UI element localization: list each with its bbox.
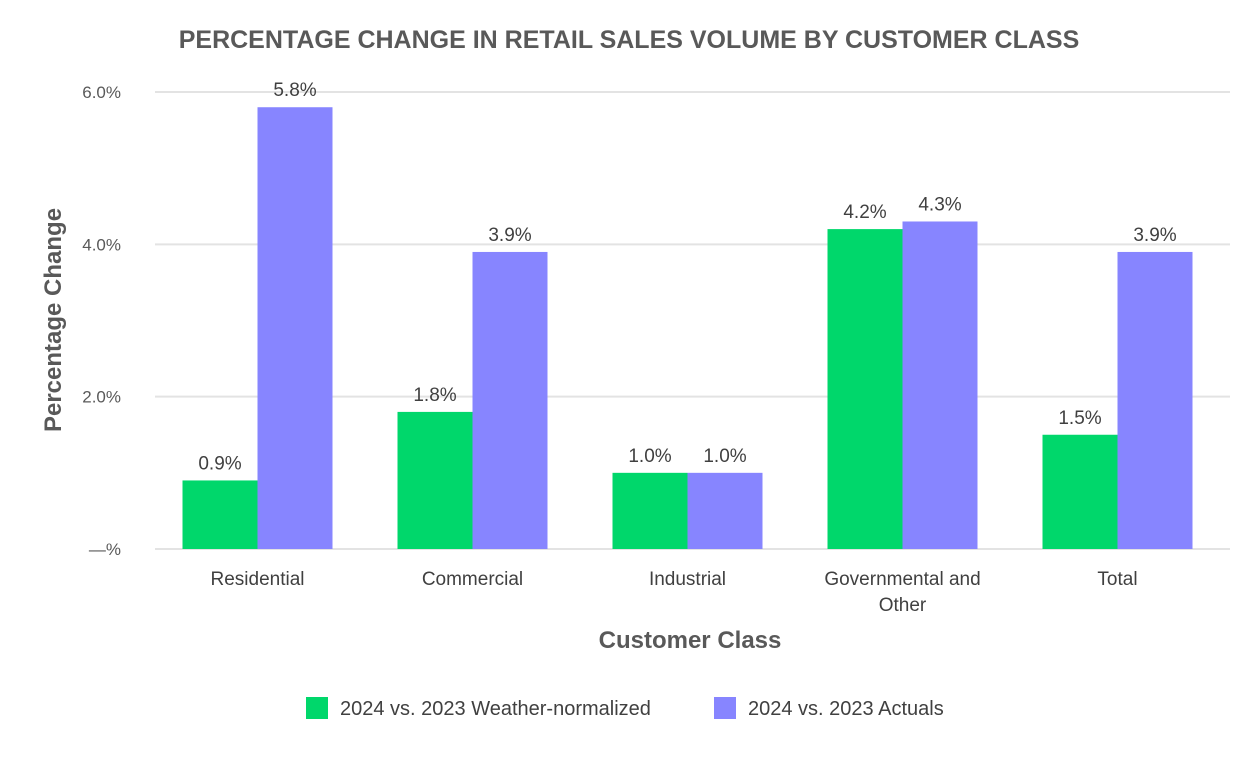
bar-weather-normalized: [612, 472, 688, 549]
x-axis-title: Customer Class: [599, 627, 782, 654]
bar-actuals: [257, 107, 333, 549]
bar-weather-normalized: [1042, 434, 1118, 549]
x-category-label: Residential: [211, 569, 305, 590]
data-label: 1.5%: [1058, 408, 1101, 429]
y-tick-label: 2.0%: [82, 388, 121, 407]
data-label: 4.3%: [918, 194, 961, 215]
legend-label: 2024 vs. 2023 Weather-normalized: [340, 698, 651, 720]
y-tick-label: —%: [89, 540, 121, 559]
legend-label: 2024 vs. 2023 Actuals: [748, 698, 944, 720]
data-label: 1.0%: [703, 446, 746, 467]
data-label: 0.9%: [198, 453, 241, 474]
bar-weather-normalized: [827, 229, 903, 549]
data-label: 5.8%: [273, 80, 316, 101]
bar-actuals: [472, 251, 548, 549]
chart-title: PERCENTAGE CHANGE IN RETAIL SALES VOLUME…: [179, 26, 1080, 54]
bar-actuals: [902, 221, 978, 549]
y-tick-label: 6.0%: [82, 83, 121, 102]
x-category-label: Total: [1097, 569, 1137, 590]
x-category-label: Commercial: [422, 569, 523, 590]
legend-swatch-weather-normalized: [306, 697, 328, 719]
bar-actuals: [687, 472, 763, 549]
data-label: 3.9%: [488, 225, 531, 246]
data-label: 1.0%: [628, 446, 671, 467]
x-category-label: Industrial: [649, 569, 726, 590]
bars: [182, 107, 1193, 549]
y-tick-label: 4.0%: [82, 235, 121, 254]
data-label: 1.8%: [413, 385, 456, 406]
x-category-label: Other: [879, 595, 927, 616]
y-axis-ticks: —% 2.0% 4.0% 6.0%: [82, 83, 121, 559]
y-axis-title: Percentage Change: [40, 208, 67, 432]
data-label: 3.9%: [1133, 225, 1176, 246]
bar-actuals: [1117, 251, 1193, 549]
x-axis-categories: Residential Commercial Industrial Governmen…: [211, 569, 1138, 616]
bar-weather-normalized: [397, 411, 473, 549]
legend: 2024 vs. 2023 Weather-normalized 2024 vs.…: [306, 697, 944, 720]
legend-swatch-actuals: [714, 697, 736, 719]
x-category-label: Governmental and: [824, 569, 980, 590]
data-label: 4.2%: [843, 202, 886, 223]
data-labels: 0.9% 5.8% 1.8% 3.9% 1.0% 1.0% 4.2% 4.3% 1.5% 3.9%: [198, 80, 1176, 474]
bar-weather-normalized: [182, 480, 258, 549]
